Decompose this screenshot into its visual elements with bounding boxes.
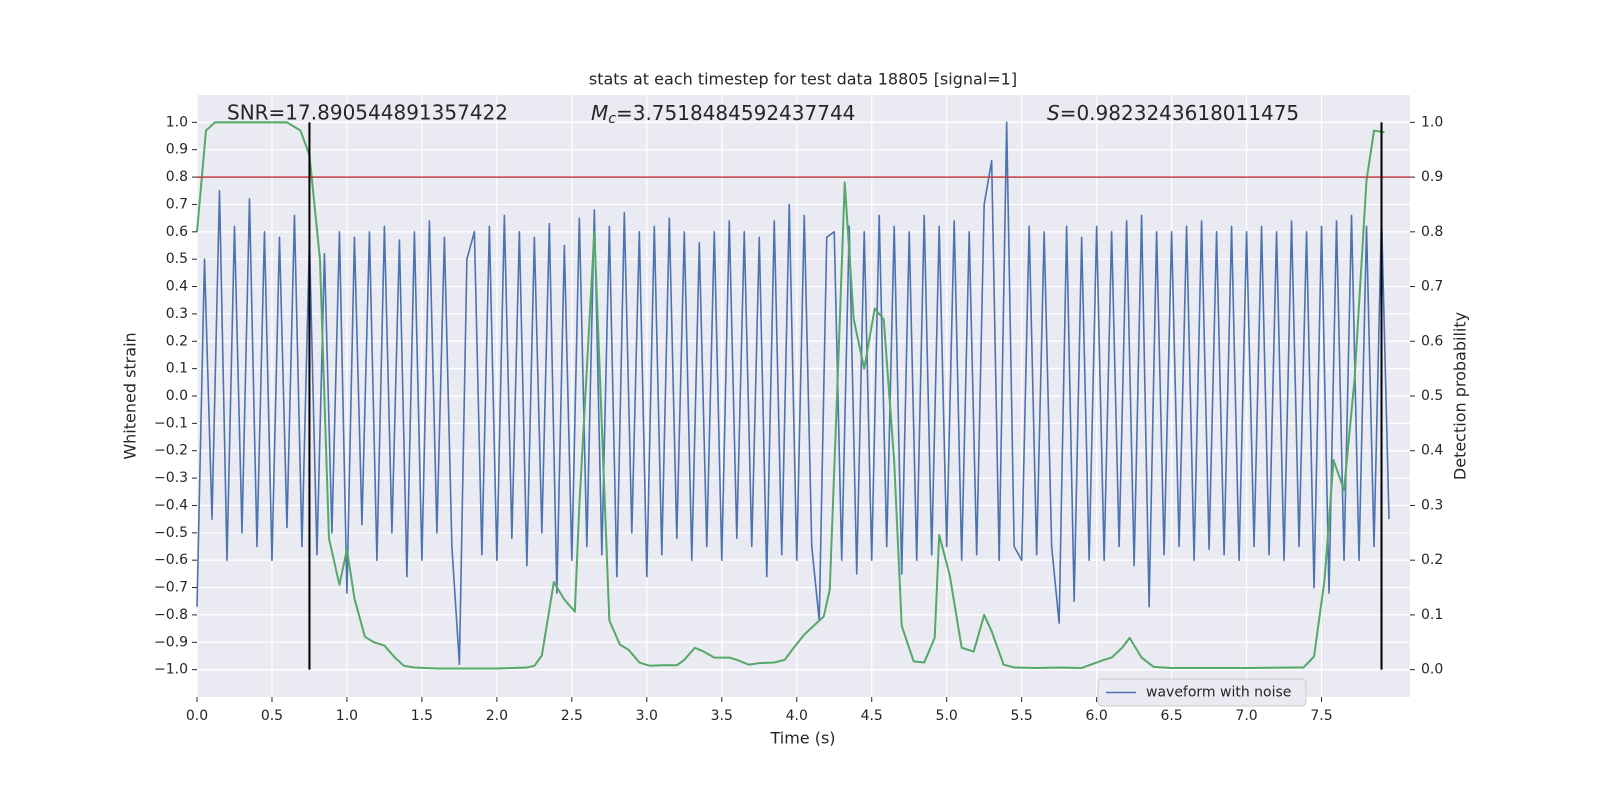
y2-tick-label: 0.5	[1421, 388, 1443, 404]
y-tick-label: −0.5	[154, 525, 188, 541]
y-tick-label: −0.1	[154, 415, 188, 431]
x-tick-label: 6.0	[1085, 708, 1107, 724]
annotation-symbol: M	[591, 101, 608, 125]
y-tick-label: 0.0	[166, 388, 188, 404]
y2-tick-label: 0.4	[1421, 443, 1443, 459]
y-tick-label: −0.6	[154, 552, 188, 568]
x-axis-label: Time (s)	[769, 729, 835, 748]
y-tick-label: 0.5	[166, 251, 188, 267]
x-tick-label: 2.0	[486, 708, 508, 724]
y-tick-label: 0.6	[166, 224, 188, 240]
y2-tick-label: 0.1	[1421, 607, 1443, 623]
y2-tick-label: 0.8	[1421, 224, 1443, 240]
annotation: Mc=3.7518484592437744	[591, 101, 855, 128]
annotation: S=0.9823243618011475	[1047, 101, 1299, 125]
x-tick-label: 6.5	[1160, 708, 1182, 724]
series-line	[196, 121, 1390, 665]
annotation-subscript: c	[608, 111, 616, 127]
y-axis-label: Whitened strain	[121, 332, 140, 459]
y2-tick-label: 0.9	[1421, 169, 1443, 185]
y-tick-label: 0.9	[166, 142, 188, 158]
y-tick-label: 1.0	[166, 114, 188, 130]
y2-axis-label: Detection probability	[1451, 312, 1470, 480]
y-tick-label: 0.4	[166, 279, 188, 295]
x-tick-label: 0.5	[261, 708, 283, 724]
marks	[196, 121, 1410, 670]
y-tick-label: −1.0	[154, 662, 188, 678]
x-tick-label: 1.0	[336, 708, 358, 724]
x-tick-label: 2.5	[561, 708, 583, 724]
x-tick-label: 4.5	[861, 708, 883, 724]
y2-tick-label: 0.6	[1421, 333, 1443, 349]
y-tick-label: −0.4	[154, 497, 188, 513]
x-tick-label: 1.5	[411, 708, 433, 724]
chart-title: stats at each timestep for test data 188…	[589, 70, 1017, 89]
y-tick-label: −0.3	[154, 470, 188, 486]
legend-label: waveform with noise	[1146, 685, 1291, 701]
y-tick-label: 0.1	[166, 361, 188, 377]
y2-tick-label: 0.2	[1421, 552, 1443, 568]
y2-tick-label: 0.7	[1421, 279, 1443, 295]
x-tick-label: 4.0	[786, 708, 808, 724]
y-tick-label: 0.7	[166, 196, 188, 212]
annotation-symbol: S	[1047, 101, 1060, 125]
annotation: SNR=17.890544891357422	[227, 101, 508, 125]
y-tick-label: 0.8	[166, 169, 188, 185]
x-tick-label: 3.5	[711, 708, 733, 724]
x-tick-label: 7.5	[1310, 708, 1332, 724]
x-tick-label: 3.0	[636, 708, 658, 724]
y-tick-label: −0.2	[154, 443, 188, 459]
annotation-value: =3.7518484592437744	[616, 101, 855, 125]
legend-box	[1097, 678, 1307, 707]
x-tick-label: 5.5	[1011, 708, 1033, 724]
series-line	[196, 121, 1385, 670]
x-tick-label: 7.0	[1235, 708, 1257, 724]
y-tick-label: 0.3	[166, 306, 188, 322]
y2-tick-label: 1.0	[1421, 114, 1443, 130]
y-tick-label: −0.8	[154, 607, 188, 623]
x-tick-label: 0.0	[186, 708, 208, 724]
y-tick-label: −0.7	[154, 580, 188, 596]
y-tick-label: 0.2	[166, 333, 188, 349]
y2-tick-label: 0.3	[1421, 497, 1443, 513]
annotation-value: =0.9823243618011475	[1060, 101, 1299, 125]
y-tick-label: −0.9	[154, 634, 188, 650]
x-tick-label: 5.0	[936, 708, 958, 724]
y2-tick-label: 0.0	[1421, 662, 1443, 678]
